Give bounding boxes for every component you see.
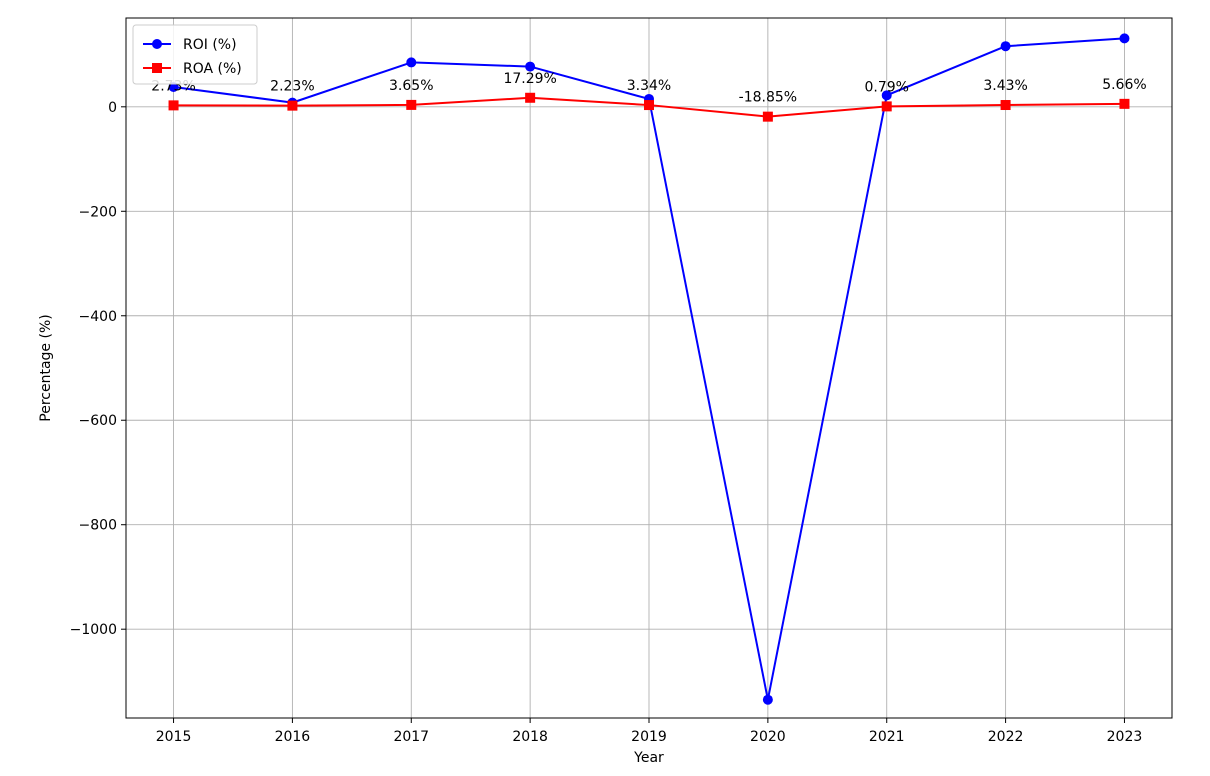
y-tick-label: −600: [79, 413, 117, 429]
legend-marker: [152, 39, 162, 49]
legend-marker: [152, 63, 162, 73]
roi-point: [762, 694, 773, 705]
data-label: 0.79%: [864, 79, 908, 95]
x-axis-label: Year: [633, 750, 664, 766]
roi-point: [881, 90, 892, 101]
roa-point: [762, 111, 773, 122]
x-tick-label: 2022: [988, 729, 1024, 745]
legend-label: ROA (%): [183, 61, 242, 77]
x-tick-label: 2019: [631, 729, 667, 745]
y-tick-label: −1000: [70, 622, 117, 638]
y-axis-ticks: 0 −200 −400 −600 −800 −1000: [70, 100, 126, 638]
roa-point: [525, 92, 536, 103]
roi-point: [525, 61, 536, 72]
x-tick-label: 2021: [869, 729, 905, 745]
legend-label: ROI (%): [183, 37, 237, 53]
roa-point: [1000, 100, 1011, 111]
x-tick-label: 2016: [275, 729, 311, 745]
data-label: 5.66%: [1102, 77, 1146, 93]
roa-point: [406, 99, 417, 110]
roi-point: [1119, 33, 1130, 44]
y-tick-label: −800: [79, 518, 117, 534]
x-tick-label: 2015: [156, 729, 192, 745]
data-labels: 2.73% 2.23% 3.65% 17.29% 3.34%-18.85%0.79% 3.…: [151, 71, 1146, 106]
x-tick-label: 2017: [393, 729, 429, 745]
data-label: 2.23%: [270, 79, 314, 95]
grid-lines: [126, 18, 1172, 718]
x-tick-label: 2023: [1107, 729, 1143, 745]
x-tick-label: 2020: [750, 729, 786, 745]
roa-point: [644, 100, 654, 111]
data-label: 17.29%: [503, 71, 556, 87]
y-axis-label: Percentage (%): [38, 314, 54, 421]
roa-point: [287, 100, 298, 111]
y-tick-label: −400: [79, 309, 117, 325]
y-tick-label: −200: [79, 204, 117, 220]
roa-point: [168, 100, 179, 111]
legend-box: [132, 24, 258, 85]
data-label: 3.34%: [627, 78, 671, 94]
x-tick-label: 2018: [512, 729, 548, 745]
roi-point: [1000, 41, 1011, 52]
roa-point: [1119, 98, 1130, 109]
data-label: 3.43%: [983, 78, 1027, 94]
roa-point: [881, 101, 892, 112]
y-tick-label: 0: [108, 100, 117, 116]
roi-point: [406, 57, 417, 68]
x-axis-ticks: 2015 2016 2017 2018 2019 2020 2021 2022 2023: [156, 718, 1143, 745]
data-label: -18.85%: [739, 90, 797, 106]
legend: ROI (%) ROA (%): [132, 24, 258, 85]
data-label: 3.65%: [389, 78, 433, 94]
